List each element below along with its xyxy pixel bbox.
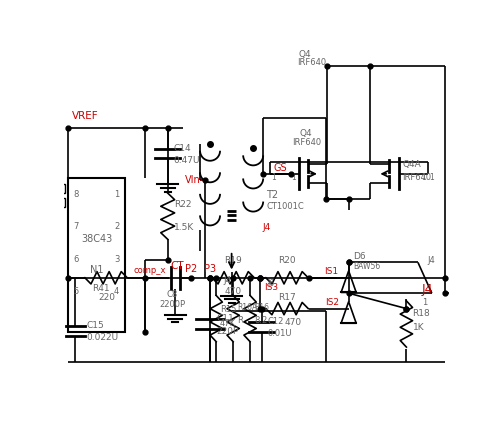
Text: BAW56: BAW56 bbox=[354, 262, 380, 271]
Text: 1.5K: 1.5K bbox=[174, 223, 194, 232]
Text: 1: 1 bbox=[272, 173, 276, 182]
Text: C14: C14 bbox=[174, 144, 192, 153]
Text: 5: 5 bbox=[74, 287, 79, 296]
Text: 470: 470 bbox=[284, 318, 302, 327]
Text: 0.47U: 0.47U bbox=[174, 156, 201, 165]
Text: R18: R18 bbox=[412, 309, 430, 319]
Text: 220P: 220P bbox=[216, 327, 238, 336]
Text: C8: C8 bbox=[166, 290, 178, 299]
Text: J4: J4 bbox=[262, 223, 270, 232]
Text: P3: P3 bbox=[204, 264, 216, 273]
Text: 1: 1 bbox=[422, 298, 427, 307]
Text: Q4A: Q4A bbox=[402, 160, 421, 169]
Text: IS3: IS3 bbox=[264, 283, 278, 292]
Text: 47K: 47K bbox=[220, 319, 236, 328]
Text: 1: 1 bbox=[114, 190, 119, 199]
Text: comp_x: comp_x bbox=[133, 265, 166, 275]
Text: C11: C11 bbox=[216, 314, 234, 323]
Text: P2: P2 bbox=[184, 264, 197, 273]
Text: C15: C15 bbox=[87, 321, 104, 330]
Text: 1: 1 bbox=[429, 173, 434, 182]
Text: IRF640: IRF640 bbox=[292, 138, 321, 147]
Text: IS2: IS2 bbox=[324, 298, 338, 307]
Text: 7: 7 bbox=[74, 222, 79, 232]
Text: D6: D6 bbox=[354, 252, 366, 261]
Text: 0.01U: 0.01U bbox=[268, 330, 292, 338]
Text: 1K: 1K bbox=[412, 323, 424, 333]
Text: R16: R16 bbox=[254, 303, 269, 311]
Text: T2: T2 bbox=[266, 190, 278, 200]
Text: 3: 3 bbox=[114, 255, 119, 264]
Text: GS: GS bbox=[274, 162, 287, 173]
Text: Q4: Q4 bbox=[298, 50, 310, 59]
Text: R22: R22 bbox=[174, 200, 192, 209]
Text: VREF: VREF bbox=[72, 111, 98, 122]
Text: I6: I6 bbox=[267, 279, 274, 289]
Text: IRF640: IRF640 bbox=[298, 59, 326, 68]
Text: CT1001C: CT1001C bbox=[266, 203, 304, 211]
Text: 1: 1 bbox=[291, 173, 296, 182]
Text: 2: 2 bbox=[114, 222, 119, 232]
Text: 38C43: 38C43 bbox=[81, 234, 112, 244]
Text: R15: R15 bbox=[220, 305, 236, 314]
Text: 4: 4 bbox=[114, 287, 119, 296]
Text: IS1: IS1 bbox=[324, 267, 338, 276]
Text: J4: J4 bbox=[422, 283, 434, 296]
Text: Q4: Q4 bbox=[300, 129, 312, 138]
Text: R: R bbox=[237, 316, 243, 325]
Text: 2200P: 2200P bbox=[160, 300, 186, 309]
Text: R16A: R16A bbox=[237, 303, 257, 311]
Text: 0.022U: 0.022U bbox=[87, 333, 119, 342]
Text: 470: 470 bbox=[224, 287, 242, 296]
Text: 6: 6 bbox=[74, 255, 79, 264]
Text: N1: N1 bbox=[90, 265, 103, 275]
Text: R41: R41 bbox=[92, 284, 110, 293]
Text: CT: CT bbox=[171, 261, 184, 271]
Text: J4: J4 bbox=[224, 276, 232, 284]
Text: 8.2: 8.2 bbox=[254, 316, 267, 325]
Bar bbox=[54, 198, 64, 207]
Text: 1: 1 bbox=[422, 173, 426, 182]
Text: IRF640: IRF640 bbox=[402, 173, 432, 182]
Text: R17: R17 bbox=[278, 292, 295, 302]
Text: R19: R19 bbox=[224, 256, 242, 265]
Text: J4: J4 bbox=[427, 256, 435, 265]
Bar bbox=[68, 178, 126, 332]
Text: R20: R20 bbox=[278, 256, 296, 265]
Bar bbox=[54, 184, 64, 193]
Text: C12: C12 bbox=[268, 317, 284, 326]
Text: VIn-: VIn- bbox=[186, 175, 204, 185]
Text: 220: 220 bbox=[98, 293, 116, 302]
Text: 8: 8 bbox=[74, 190, 79, 199]
